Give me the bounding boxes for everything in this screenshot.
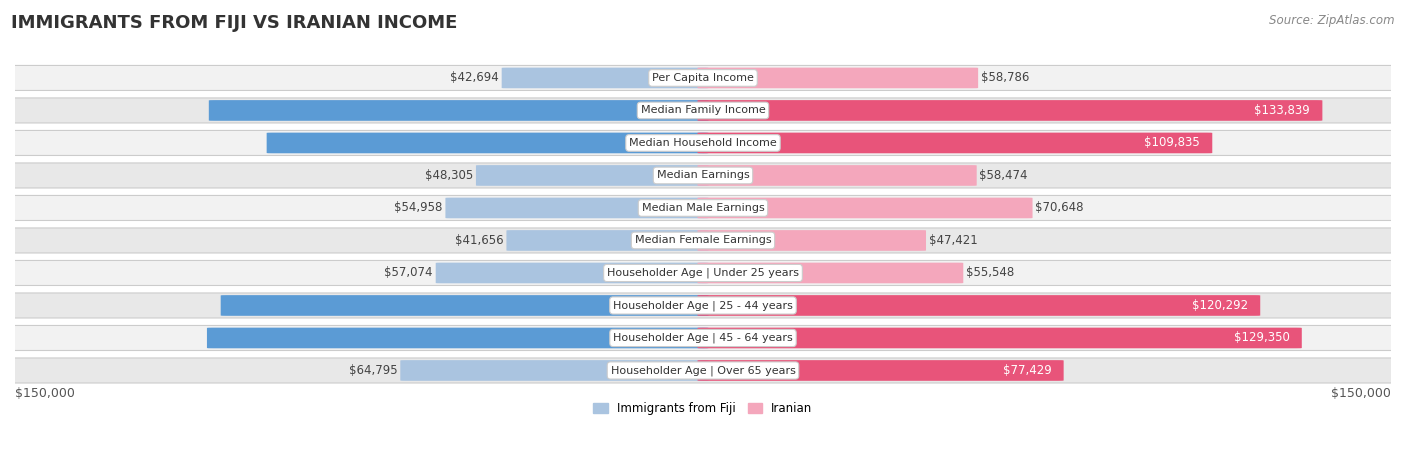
Text: Median Female Earnings: Median Female Earnings bbox=[634, 235, 772, 246]
Text: Householder Age | 45 - 64 years: Householder Age | 45 - 64 years bbox=[613, 333, 793, 343]
FancyBboxPatch shape bbox=[209, 100, 709, 121]
Text: $55,548: $55,548 bbox=[966, 267, 1014, 279]
Text: $42,694: $42,694 bbox=[450, 71, 499, 85]
Text: Householder Age | Over 65 years: Householder Age | Over 65 years bbox=[610, 365, 796, 376]
Text: $47,421: $47,421 bbox=[929, 234, 977, 247]
FancyBboxPatch shape bbox=[506, 230, 709, 251]
Text: Median Male Earnings: Median Male Earnings bbox=[641, 203, 765, 213]
Text: Source: ZipAtlas.com: Source: ZipAtlas.com bbox=[1270, 14, 1395, 27]
Text: $64,795: $64,795 bbox=[349, 364, 398, 377]
FancyBboxPatch shape bbox=[446, 198, 709, 218]
FancyBboxPatch shape bbox=[697, 165, 977, 186]
FancyBboxPatch shape bbox=[436, 262, 709, 283]
FancyBboxPatch shape bbox=[4, 261, 1402, 285]
Text: Median Earnings: Median Earnings bbox=[657, 170, 749, 180]
FancyBboxPatch shape bbox=[221, 295, 709, 316]
Text: IMMIGRANTS FROM FIJI VS IRANIAN INCOME: IMMIGRANTS FROM FIJI VS IRANIAN INCOME bbox=[11, 14, 457, 32]
FancyBboxPatch shape bbox=[697, 198, 1032, 218]
FancyBboxPatch shape bbox=[4, 293, 1402, 318]
Text: $58,474: $58,474 bbox=[980, 169, 1028, 182]
Text: $93,933: $93,933 bbox=[668, 136, 717, 149]
Text: Householder Age | Under 25 years: Householder Age | Under 25 years bbox=[607, 268, 799, 278]
Text: $54,958: $54,958 bbox=[394, 201, 443, 214]
FancyBboxPatch shape bbox=[267, 133, 709, 153]
FancyBboxPatch shape bbox=[697, 100, 1323, 121]
Text: $129,350: $129,350 bbox=[1233, 332, 1289, 345]
FancyBboxPatch shape bbox=[697, 360, 1064, 381]
Text: $103,954: $103,954 bbox=[665, 299, 721, 312]
Text: $77,429: $77,429 bbox=[1002, 364, 1052, 377]
Text: $106,544: $106,544 bbox=[664, 104, 720, 117]
Text: $150,000: $150,000 bbox=[15, 387, 75, 400]
FancyBboxPatch shape bbox=[4, 196, 1402, 220]
FancyBboxPatch shape bbox=[4, 130, 1402, 156]
FancyBboxPatch shape bbox=[4, 358, 1402, 383]
FancyBboxPatch shape bbox=[697, 328, 1302, 348]
FancyBboxPatch shape bbox=[4, 228, 1402, 253]
Text: $58,786: $58,786 bbox=[981, 71, 1029, 85]
FancyBboxPatch shape bbox=[477, 165, 709, 186]
FancyBboxPatch shape bbox=[697, 230, 927, 251]
FancyBboxPatch shape bbox=[502, 68, 709, 88]
FancyBboxPatch shape bbox=[4, 98, 1402, 123]
FancyBboxPatch shape bbox=[697, 295, 1260, 316]
Text: Median Family Income: Median Family Income bbox=[641, 106, 765, 115]
FancyBboxPatch shape bbox=[697, 262, 963, 283]
FancyBboxPatch shape bbox=[401, 360, 709, 381]
FancyBboxPatch shape bbox=[697, 68, 979, 88]
Text: $106,952: $106,952 bbox=[664, 332, 720, 345]
Text: $150,000: $150,000 bbox=[1331, 387, 1391, 400]
FancyBboxPatch shape bbox=[697, 133, 1212, 153]
Text: $70,648: $70,648 bbox=[1035, 201, 1084, 214]
Text: $120,292: $120,292 bbox=[1192, 299, 1249, 312]
Text: Per Capita Income: Per Capita Income bbox=[652, 73, 754, 83]
Legend: Immigrants from Fiji, Iranian: Immigrants from Fiji, Iranian bbox=[589, 397, 817, 420]
Text: $57,074: $57,074 bbox=[384, 267, 433, 279]
Text: Median Household Income: Median Household Income bbox=[628, 138, 778, 148]
FancyBboxPatch shape bbox=[4, 65, 1402, 91]
Text: $41,656: $41,656 bbox=[456, 234, 503, 247]
Text: $109,835: $109,835 bbox=[1144, 136, 1199, 149]
FancyBboxPatch shape bbox=[4, 163, 1402, 188]
Text: $133,839: $133,839 bbox=[1254, 104, 1310, 117]
FancyBboxPatch shape bbox=[4, 325, 1402, 351]
Text: Householder Age | 25 - 44 years: Householder Age | 25 - 44 years bbox=[613, 300, 793, 311]
Text: $48,305: $48,305 bbox=[425, 169, 474, 182]
FancyBboxPatch shape bbox=[207, 328, 709, 348]
